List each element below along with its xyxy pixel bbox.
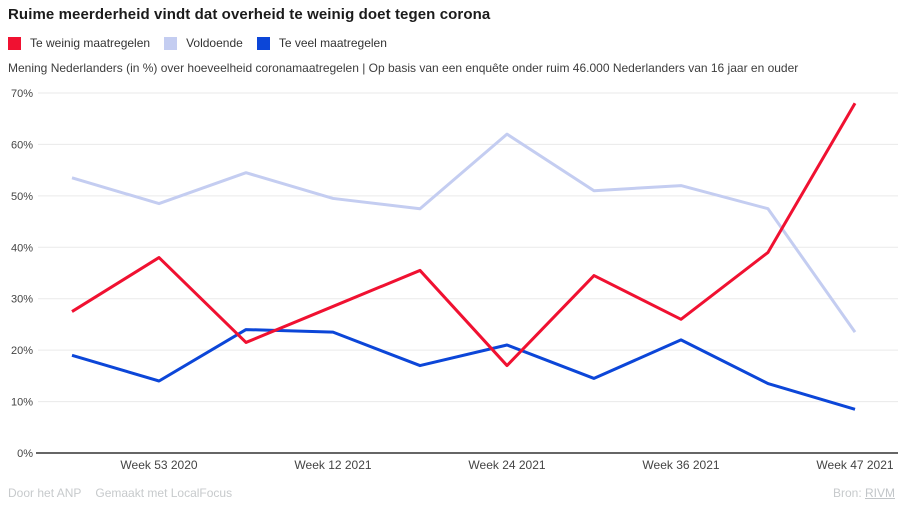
svg-text:50%: 50% [11,191,33,203]
svg-text:20%: 20% [11,345,33,357]
legend-item-te-veel: Te veel maatregelen [256,36,387,50]
x-axis-label: Week 36 2021 [642,458,719,472]
legend-label: Voldoende [186,36,243,50]
x-axis-label: Week 24 2021 [468,458,545,472]
credit-localfocus: Gemaakt met LocalFocus [95,486,233,500]
svg-text:60%: 60% [11,139,33,151]
legend-swatch-voldoende [164,36,178,50]
footer-credits: Door het ANP Gemaakt met LocalFocus [8,486,232,500]
chart-subtitle: Mening Nederlanders (in %) over hoeveelh… [8,61,799,75]
legend-item-te-weinig: Te weinig maatregelen [8,36,150,50]
source-label: Bron: [832,486,862,500]
line-chart-svg: 0% 10% 20% 30% 40% 50% 60% 70% Week 53 2020 Week … [11,88,898,472]
legend-swatch-te-veel [256,36,270,50]
legend: Te weinig maatregelen Voldoende Te veel … [8,36,387,50]
svg-text:0%: 0% [17,448,33,460]
x-axis-label: Week 12 2021 [294,458,371,472]
svg-text:70%: 70% [11,88,33,100]
source-link-rivm[interactable]: RIVM [865,486,895,500]
line-chart: 0% 10% 20% 30% 40% 50% 60% 70% Week 53 2020 Week … [0,85,900,477]
svg-text:10%: 10% [11,397,33,409]
x-axis-label: Week 47 2021 [816,458,893,472]
footer: Door het ANP Gemaakt met LocalFocus Bron… [0,486,900,506]
footer-source: Bron: RIVM [833,486,895,500]
legend-label: Te weinig maatregelen [30,36,151,50]
chart-title: Ruime meerderheid vindt dat overheid te … [8,6,491,23]
svg-text:40%: 40% [11,242,33,254]
svg-text:30%: 30% [11,294,33,306]
legend-swatch-te-weinig [8,36,21,50]
credit-anp: Door het ANP [8,486,82,500]
legend-label: Te veel maatregelen [278,36,387,50]
legend-item-voldoende: Voldoende [164,36,243,50]
x-axis-label: Week 53 2020 [120,458,197,472]
